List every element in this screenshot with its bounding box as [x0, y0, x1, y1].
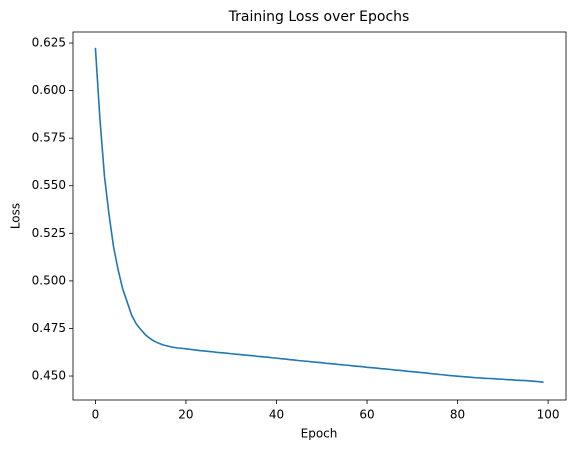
x-tick-label: 20	[178, 408, 193, 422]
x-tick-label: 40	[269, 408, 284, 422]
x-tick-label: 60	[359, 408, 374, 422]
y-axis-label: Loss	[9, 203, 23, 229]
y-tick-label: 0.450	[32, 369, 66, 383]
plot-frame	[72, 31, 567, 401]
y-tick-label: 0.500	[32, 273, 66, 287]
y-tick-label: 0.475	[32, 321, 66, 335]
x-tick-label: 80	[450, 408, 465, 422]
y-tick-label: 0.575	[32, 131, 66, 145]
y-tick-label: 0.550	[32, 178, 66, 192]
line	[94, 47, 544, 384]
y-tick-label: 0.525	[32, 226, 66, 240]
x-tick-label: 100	[537, 408, 560, 422]
x-axis-label: Epoch	[301, 427, 338, 441]
y-tick-label: 0.600	[32, 83, 66, 97]
chart-title: Training Loss over Epochs	[228, 9, 410, 25]
y-tick-label: 0.625	[32, 36, 66, 50]
x-tick-label: 0	[92, 408, 100, 422]
